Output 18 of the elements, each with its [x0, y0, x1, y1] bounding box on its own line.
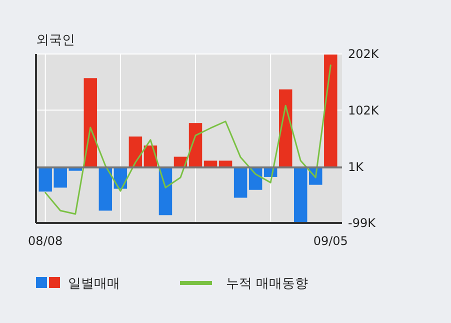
- y-tick-label: 102K: [348, 103, 380, 118]
- bar: [294, 167, 308, 222]
- y-tick-label: 1K: [348, 160, 365, 174]
- bar: [54, 167, 67, 188]
- y-tick-label: 202K: [348, 47, 380, 62]
- x-tick-label: 09/05: [313, 234, 348, 248]
- bar: [38, 167, 52, 192]
- line-series: [44, 64, 332, 215]
- bar: [324, 54, 338, 168]
- bar: [188, 123, 202, 168]
- legend-label: 일별매매: [68, 276, 120, 292]
- x-tick-label: 08/08: [28, 234, 63, 248]
- bar: [234, 167, 248, 198]
- chart-title: 외국인: [36, 33, 75, 48]
- legend-label: 누적 매매동향: [226, 276, 308, 292]
- bar: [98, 167, 112, 211]
- y-tick-label: -99K: [348, 216, 377, 230]
- bar: [84, 78, 98, 168]
